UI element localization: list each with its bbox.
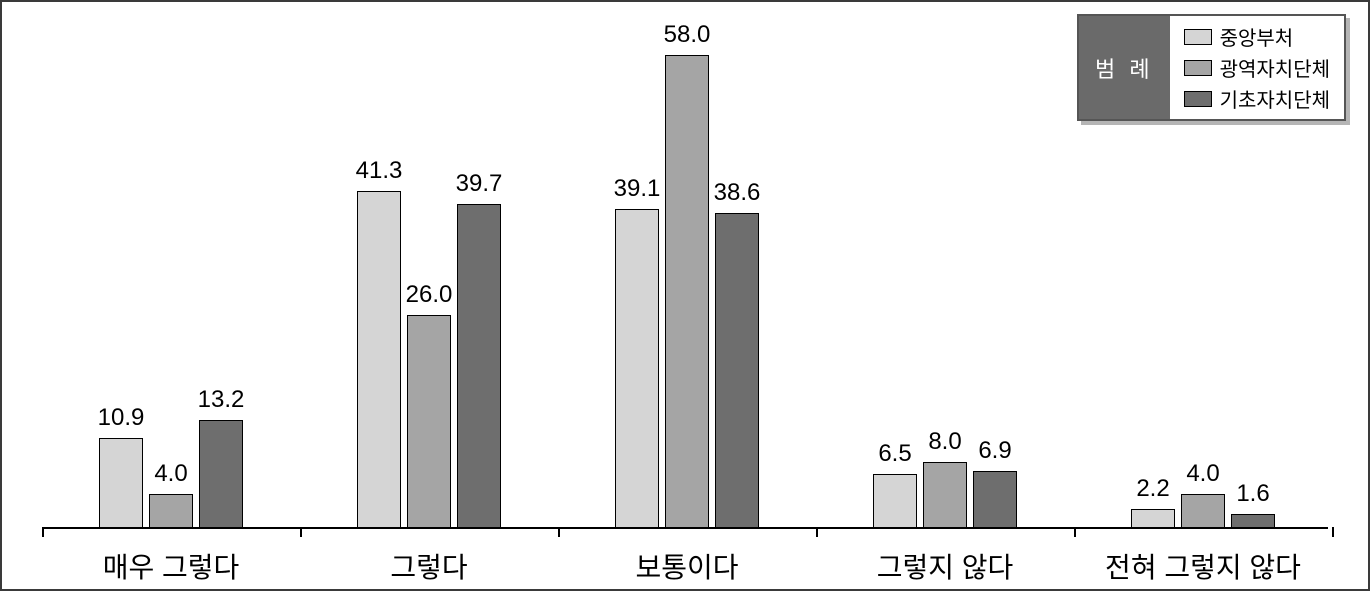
category-group: 41.326.039.7 bbox=[357, 191, 501, 527]
bar: 39.7 bbox=[457, 204, 501, 527]
bar: 58.0 bbox=[665, 55, 709, 527]
bar-value-label: 8.0 bbox=[928, 428, 961, 456]
bar-value-label: 13.2 bbox=[198, 386, 245, 414]
category-group: 6.58.06.9 bbox=[873, 462, 1017, 527]
bar-value-label: 58.0 bbox=[664, 21, 711, 49]
chart-container: 10.94.013.241.326.039.739.158.038.66.58.… bbox=[0, 0, 1370, 591]
bar: 8.0 bbox=[923, 462, 967, 527]
bar-value-label: 6.9 bbox=[978, 437, 1011, 465]
legend-swatch bbox=[1184, 60, 1212, 76]
legend-title: 범 례 bbox=[1079, 16, 1170, 119]
bar: 2.2 bbox=[1131, 509, 1175, 527]
bar-value-label: 39.1 bbox=[614, 175, 661, 203]
bar: 13.2 bbox=[199, 420, 243, 527]
bar: 4.0 bbox=[1181, 494, 1225, 527]
bar-value-label: 41.3 bbox=[356, 157, 403, 185]
bar-value-label: 4.0 bbox=[154, 460, 187, 488]
x-axis-labels: 매우 그렇다 그렇다 보통이다 그렇지 않다 전혀 그렇지 않다 bbox=[42, 534, 1328, 589]
bar-value-label: 38.6 bbox=[714, 179, 761, 207]
bar: 41.3 bbox=[357, 191, 401, 527]
bar: 38.6 bbox=[715, 213, 759, 527]
legend-item: 기초자치단체 bbox=[1184, 84, 1330, 113]
category-label: 그렇지 않다 bbox=[877, 546, 1014, 586]
bar-value-label: 2.2 bbox=[1136, 475, 1169, 503]
legend-swatch bbox=[1184, 91, 1212, 107]
legend-items: 중앙부처광역자치단체기초자치단체 bbox=[1170, 16, 1344, 119]
legend: 범 례 중앙부처광역자치단체기초자치단체 bbox=[1077, 14, 1346, 121]
bar: 39.1 bbox=[615, 209, 659, 527]
bar: 4.0 bbox=[149, 494, 193, 527]
bar: 6.5 bbox=[873, 474, 917, 527]
bar-value-label: 4.0 bbox=[1186, 460, 1219, 488]
legend-item: 광역자치단체 bbox=[1184, 53, 1330, 82]
legend-item: 중앙부처 bbox=[1184, 22, 1330, 51]
legend-label: 중앙부처 bbox=[1220, 22, 1294, 51]
bar-value-label: 1.6 bbox=[1236, 480, 1269, 508]
bar-value-label: 39.7 bbox=[456, 170, 503, 198]
bar: 1.6 bbox=[1231, 514, 1275, 527]
category-label: 보통이다 bbox=[635, 546, 738, 586]
bar-value-label: 10.9 bbox=[98, 404, 145, 432]
bar-value-label: 6.5 bbox=[878, 440, 911, 468]
bar: 6.9 bbox=[973, 471, 1017, 527]
legend-label: 기초자치단체 bbox=[1220, 84, 1330, 113]
category-group: 10.94.013.2 bbox=[99, 420, 243, 527]
bar-value-label: 26.0 bbox=[406, 281, 453, 309]
category-label: 매우 그렇다 bbox=[103, 546, 240, 586]
category-group: 2.2 4.0 1.6 bbox=[1131, 494, 1275, 527]
category-label: 전혀 그렇지 않다 bbox=[1105, 546, 1301, 586]
bar: 10.9 bbox=[99, 438, 143, 527]
category-label: 그렇다 bbox=[390, 546, 467, 586]
bar: 26.0 bbox=[407, 315, 451, 527]
category-group: 39.158.038.6 bbox=[615, 55, 759, 527]
legend-label: 광역자치단체 bbox=[1220, 53, 1330, 82]
legend-swatch bbox=[1184, 29, 1212, 45]
